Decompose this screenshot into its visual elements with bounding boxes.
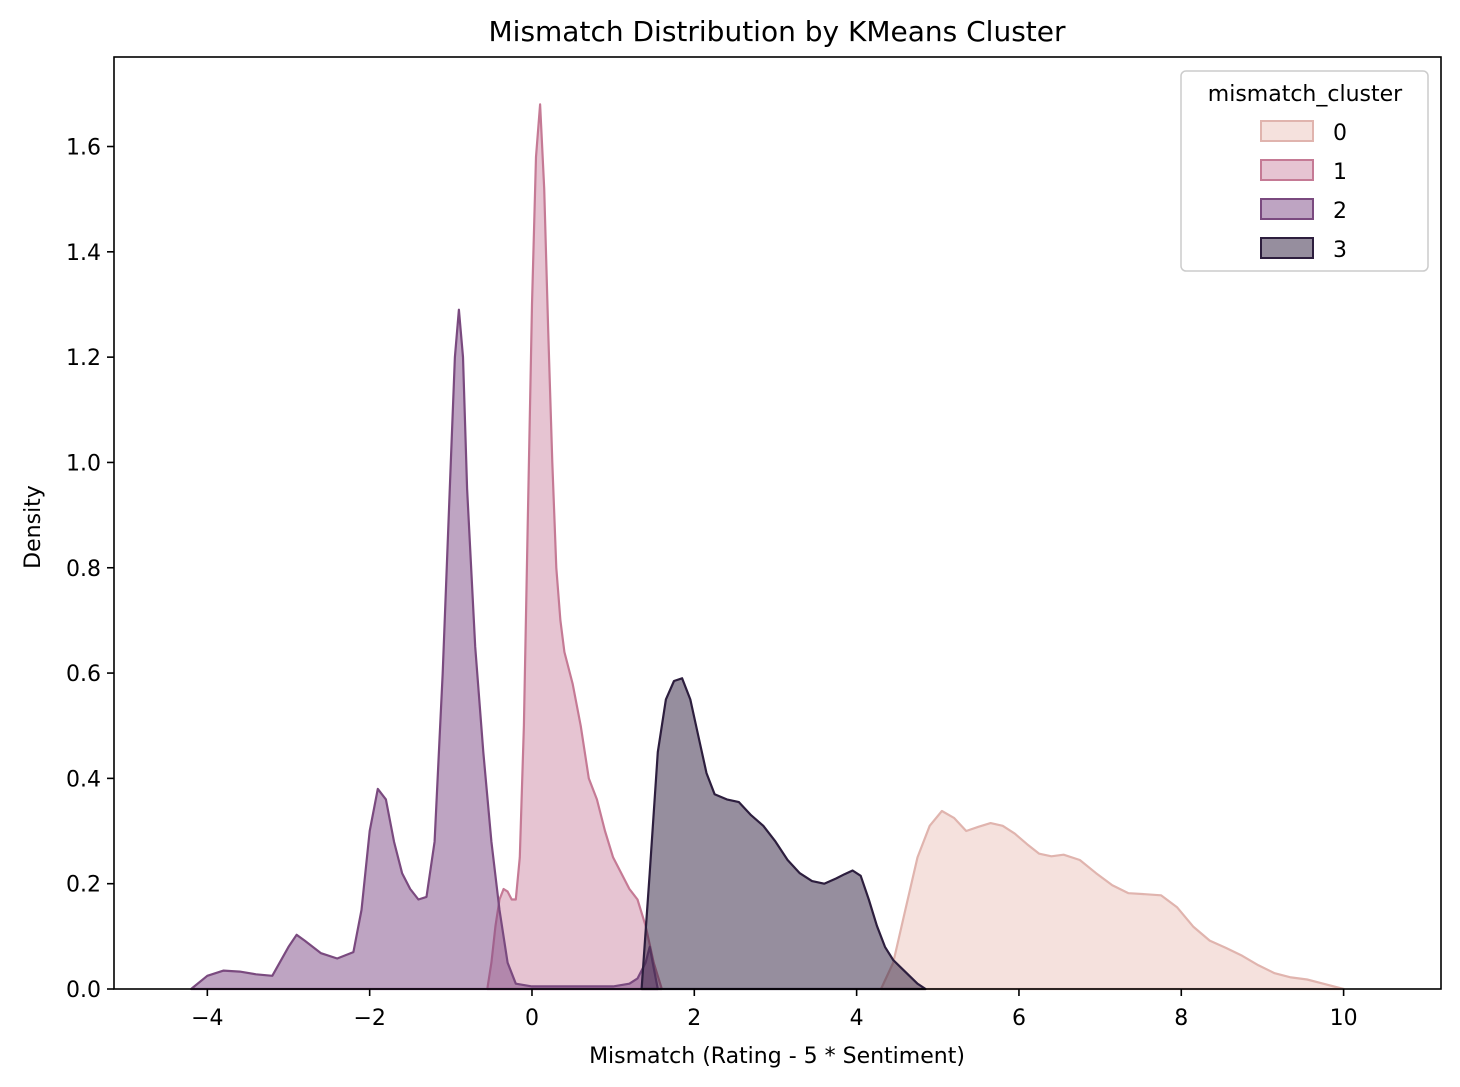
- x-tick-label: 2: [687, 1006, 701, 1031]
- series-area-cluster-1: [486, 103, 663, 991]
- legend: mismatch_cluster 0 1 2 3: [1180, 70, 1429, 272]
- x-tick-label: 0: [525, 1006, 539, 1031]
- x-tick-label: 10: [1330, 1006, 1358, 1031]
- y-tick-label: 0.6: [66, 662, 101, 687]
- x-axis: −4 −2 0 2 4 6 8 10: [191, 989, 1358, 1031]
- y-tick-label: 0.2: [66, 873, 101, 898]
- plot-area: [190, 103, 1345, 991]
- legend-label-cluster-0: 0: [1333, 121, 1347, 146]
- legend-swatch-cluster-2: [1260, 198, 1314, 220]
- y-tick-label: 0.8: [66, 557, 101, 582]
- x-tick-label: 4: [850, 1006, 864, 1031]
- series-area-cluster-3: [640, 677, 927, 991]
- x-tick-label: −2: [353, 1006, 385, 1031]
- y-axis-title: Density: [21, 485, 46, 569]
- y-tick-label: 1.0: [66, 451, 101, 476]
- series-area-cluster-2: [190, 308, 659, 991]
- plot-frame: [113, 56, 1442, 990]
- y-tick-label: 1.2: [66, 346, 101, 371]
- legend-label-cluster-2: 2: [1333, 199, 1347, 224]
- legend-label-cluster-3: 3: [1333, 238, 1347, 263]
- y-axis: 0.0 0.2 0.4 0.6 0.8 1.0 1.2 1.4 1.6: [66, 136, 114, 1003]
- legend-swatch-cluster-1: [1260, 159, 1314, 181]
- legend-label-cluster-1: 1: [1333, 160, 1347, 185]
- chart-title: Mismatch Distribution by KMeans Cluster: [489, 15, 1066, 48]
- y-tick-label: 1.4: [66, 241, 101, 266]
- y-tick-label: 1.6: [66, 136, 101, 161]
- series-area-cluster-0: [879, 809, 1345, 991]
- x-axis-title: Mismatch (Rating - 5 * Sentiment): [589, 1044, 965, 1069]
- y-tick-label: 0.0: [66, 978, 101, 1003]
- legend-swatch-cluster-3: [1260, 237, 1314, 259]
- legend-swatch-cluster-0: [1260, 120, 1314, 142]
- x-tick-label: −4: [191, 1006, 223, 1031]
- x-tick-label: 8: [1174, 1006, 1188, 1031]
- x-tick-label: 6: [1012, 1006, 1026, 1031]
- legend-title: mismatch_cluster: [1208, 82, 1403, 107]
- y-tick-label: 0.4: [66, 767, 101, 792]
